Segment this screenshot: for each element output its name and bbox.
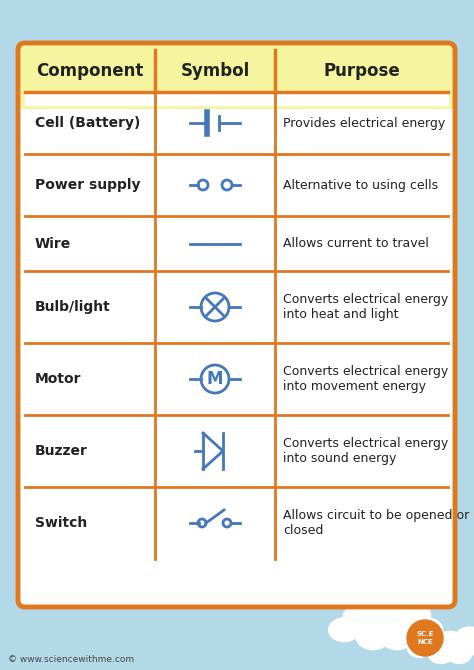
Text: Allows circuit to be opened or
closed: Allows circuit to be opened or closed <box>283 509 469 537</box>
Ellipse shape <box>408 640 431 657</box>
Ellipse shape <box>432 632 468 659</box>
Ellipse shape <box>419 630 446 650</box>
Text: Alternative to using cells: Alternative to using cells <box>283 178 438 192</box>
Text: M: M <box>207 371 223 389</box>
FancyBboxPatch shape <box>18 43 455 109</box>
Text: Converts electrical energy
into movement energy: Converts electrical energy into movement… <box>283 365 448 393</box>
Text: Bulb/light: Bulb/light <box>35 300 111 314</box>
Ellipse shape <box>392 601 430 630</box>
Bar <box>25 90 448 105</box>
Text: Converts electrical energy
into sound energy: Converts electrical energy into sound en… <box>283 437 448 465</box>
Ellipse shape <box>356 624 390 650</box>
Text: Power supply: Power supply <box>35 178 140 192</box>
Ellipse shape <box>456 627 474 649</box>
Text: Buzzer: Buzzer <box>35 444 88 458</box>
Text: Allows current to travel: Allows current to travel <box>283 237 429 250</box>
Ellipse shape <box>470 640 474 657</box>
Text: Cell (Battery): Cell (Battery) <box>35 116 140 130</box>
Text: Motor: Motor <box>35 372 82 386</box>
Bar <box>25 50 448 92</box>
Ellipse shape <box>411 618 443 641</box>
Text: SC.E
NCE: SC.E NCE <box>416 632 434 645</box>
Bar <box>25 50 448 92</box>
Circle shape <box>407 620 443 656</box>
FancyBboxPatch shape <box>18 43 455 607</box>
Text: Provides electrical energy: Provides electrical energy <box>283 117 445 129</box>
Ellipse shape <box>343 604 379 631</box>
Text: Wire: Wire <box>35 237 71 251</box>
Text: Purpose: Purpose <box>323 62 400 80</box>
Ellipse shape <box>361 607 409 643</box>
Ellipse shape <box>447 645 472 663</box>
Text: © www.sciencewithme.com: © www.sciencewithme.com <box>8 655 134 665</box>
Text: Converts electrical energy
into heat and light: Converts electrical energy into heat and… <box>283 293 448 321</box>
Ellipse shape <box>428 645 454 663</box>
Text: Component: Component <box>36 62 144 80</box>
Text: Symbol: Symbol <box>181 62 250 80</box>
Ellipse shape <box>380 624 414 650</box>
Text: Switch: Switch <box>35 516 87 530</box>
Ellipse shape <box>328 618 360 641</box>
